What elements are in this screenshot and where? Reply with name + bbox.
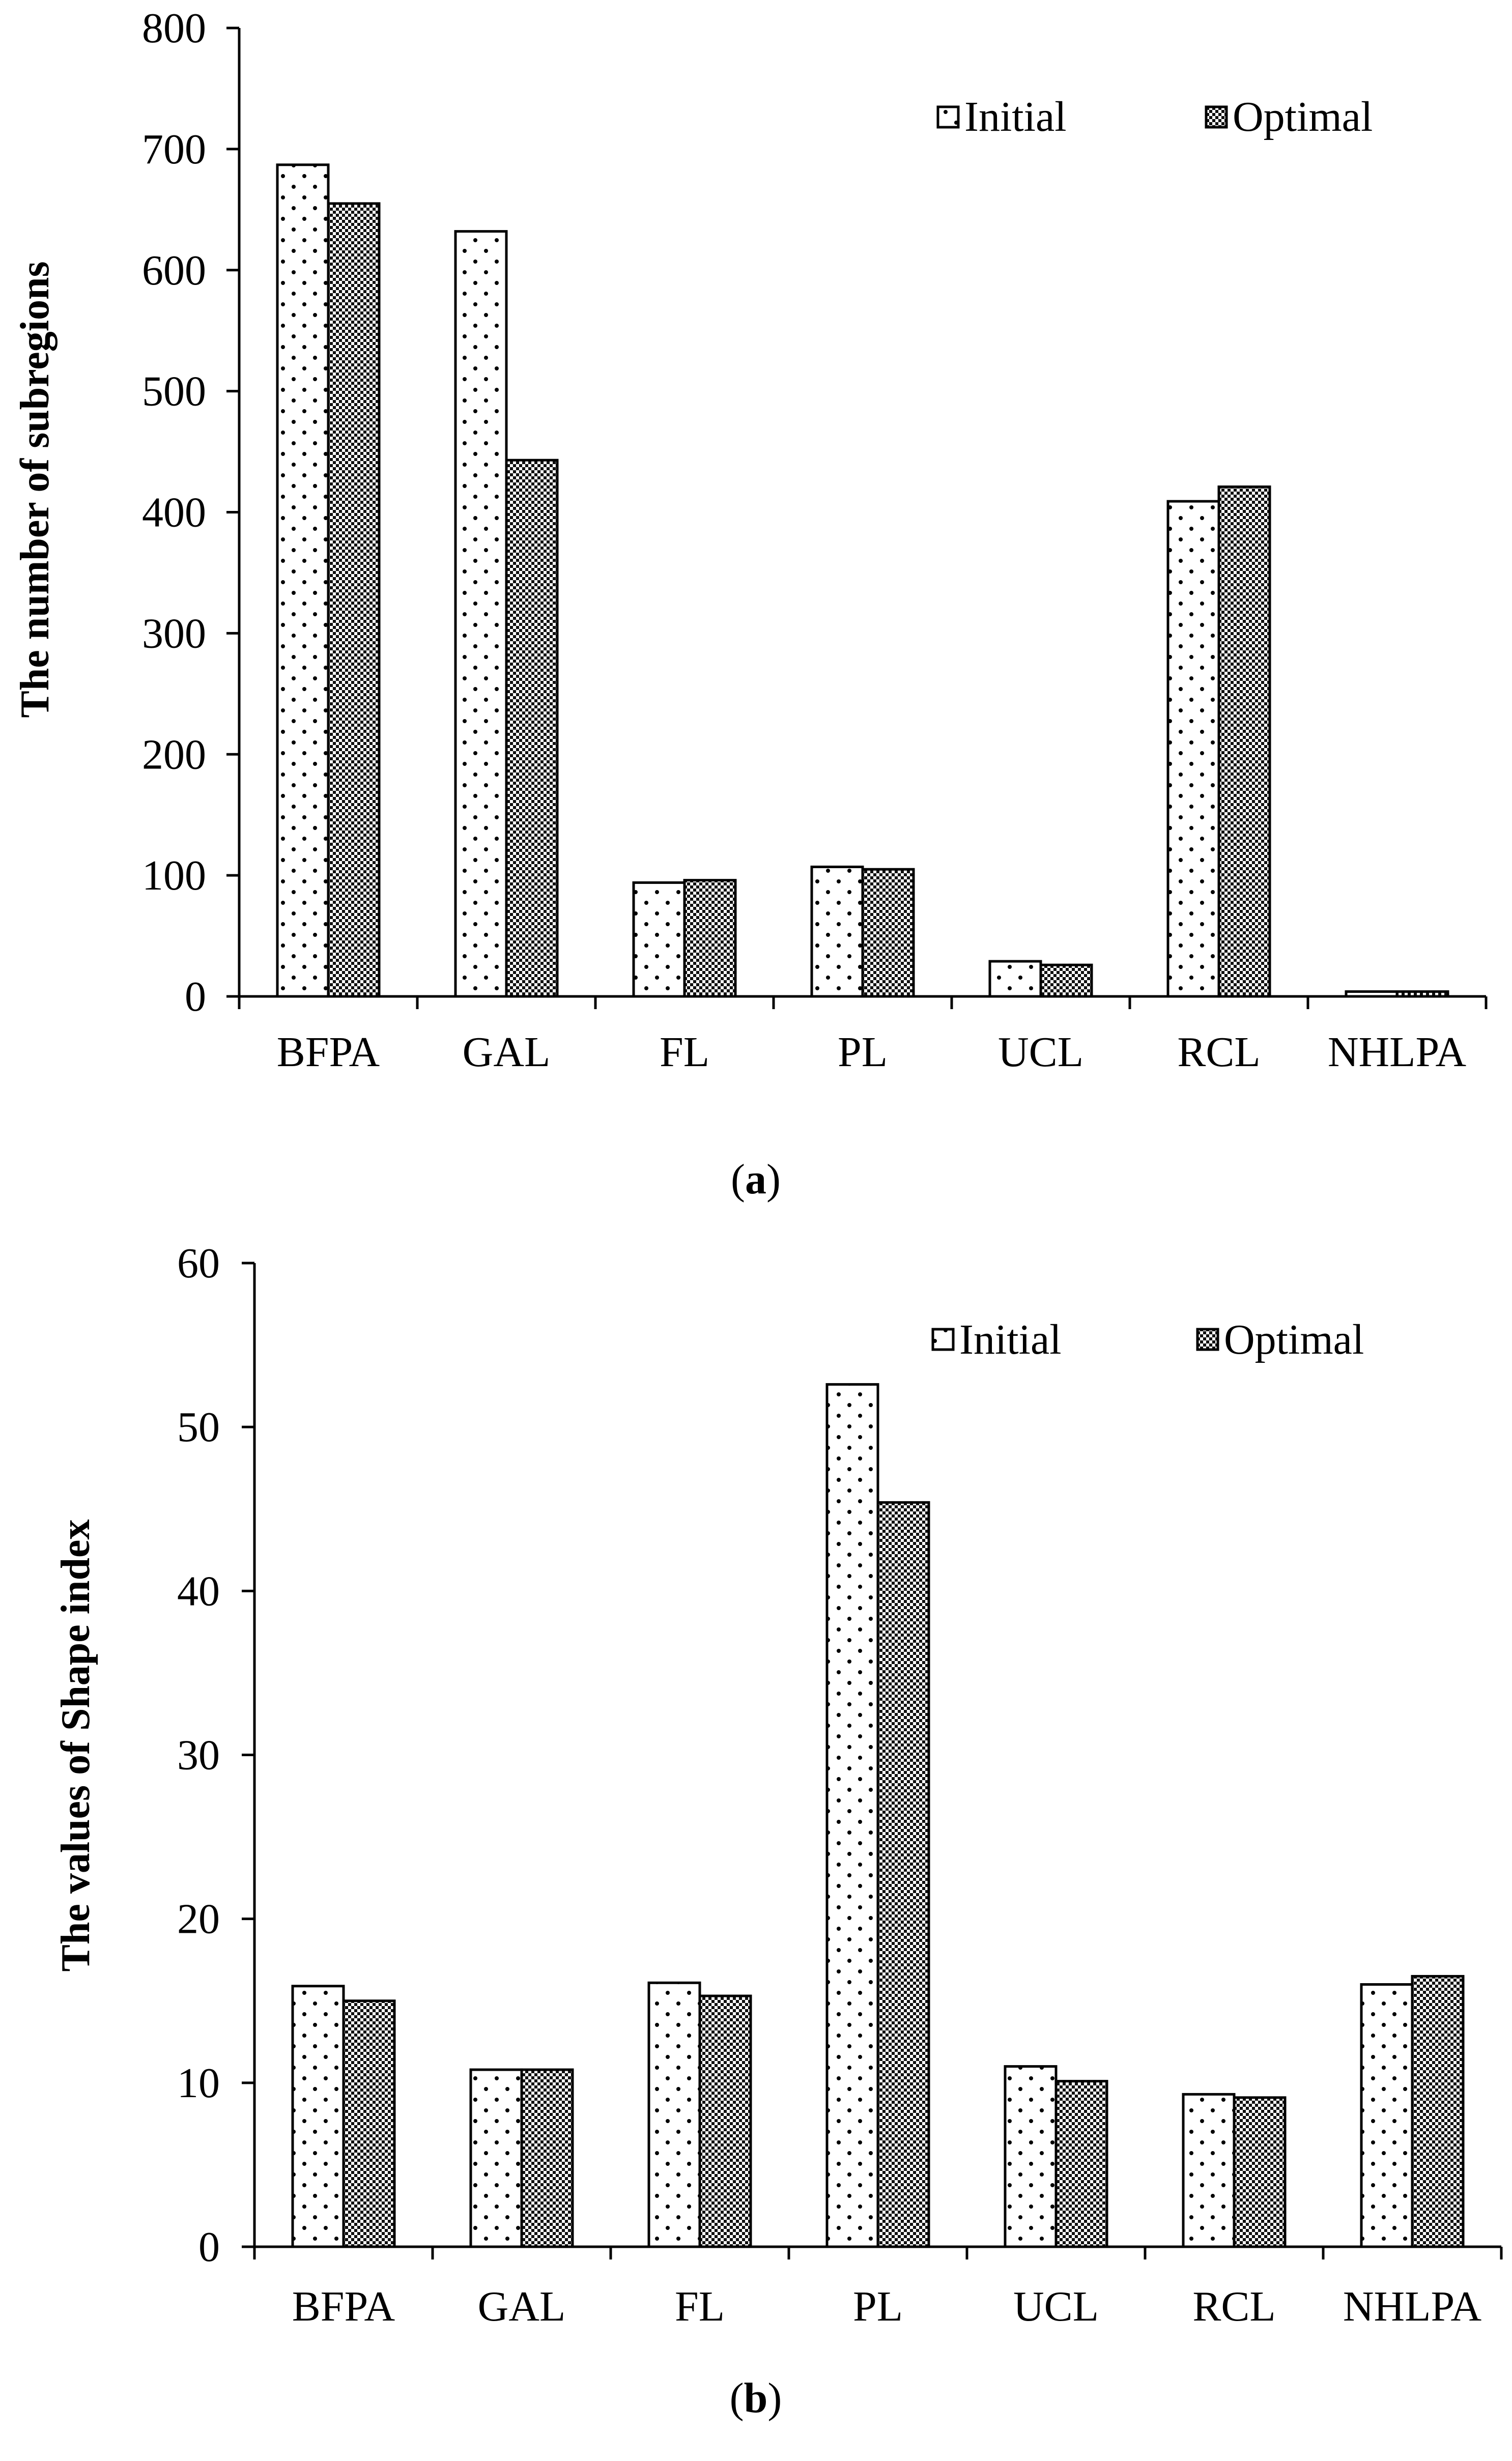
panel-label-a: (a) — [731, 1156, 781, 1203]
chart-panel-a: The number of subregions 0 100 200 300 400 50… — [13, 5, 1488, 1203]
bar-initial-rcl — [1166, 500, 1220, 998]
bar-initial-rcl — [1182, 2093, 1236, 2248]
y-tick-label: 40 — [177, 1567, 220, 1615]
y-tick-label: 10 — [177, 2059, 220, 2107]
x-tick-label: PL — [838, 1028, 888, 1076]
y-tick-label: 20 — [177, 1896, 220, 1943]
x-tick-label: GAL — [463, 1028, 551, 1076]
bar-optimal-ucl — [1054, 2080, 1108, 2248]
y-tick-label: 800 — [142, 5, 206, 52]
bar-optimal-gal — [505, 459, 559, 998]
bar-optimal-fl — [698, 1994, 752, 2248]
panel-label-a-letter: a — [745, 1156, 766, 1203]
y-tick-label: 60 — [177, 1240, 220, 1287]
bar-optimal-bfpa — [342, 1999, 396, 2248]
y-ticks: 0 10 20 30 40 50 60 — [177, 1240, 220, 2271]
x-tick-label: RCL — [1177, 1028, 1260, 1076]
x-tick-label: BFPA — [277, 1028, 380, 1076]
legend-swatch-optimal — [1196, 1328, 1219, 1351]
y-axis-label: The number of subregions — [13, 261, 58, 718]
bars — [276, 163, 1449, 998]
y-tick-label: 0 — [185, 973, 206, 1020]
axes — [242, 1262, 1503, 2259]
panel-label-b: (b) — [730, 2374, 782, 2422]
legend: Initial Optimal — [931, 1316, 1364, 1363]
x-tick-label: BFPA — [292, 2283, 395, 2330]
x-tick-label: UCL — [998, 1028, 1083, 1076]
bar-initial-ucl — [1004, 2065, 1058, 2248]
x-tick-label: PL — [853, 2283, 903, 2330]
bar-optimal-bfpa — [327, 202, 381, 998]
x-tick-labels: BFPA GAL FL PL UCL RCL NHLPA — [292, 2283, 1482, 2330]
y-tick-label: 50 — [177, 1404, 220, 1451]
y-tick-label: 600 — [142, 247, 206, 294]
x-tick-label: GAL — [478, 2283, 566, 2330]
bars — [291, 1383, 1465, 2248]
x-tick-label: NHLPA — [1343, 2283, 1482, 2330]
y-ticks: 0 100 200 300 400 500 600 700 800 — [142, 5, 206, 1020]
legend: Initial Optimal — [936, 93, 1373, 140]
y-tick-label: 400 — [142, 489, 206, 536]
y-tick-label: 200 — [142, 731, 206, 778]
bar-optimal-rcl — [1233, 2096, 1287, 2248]
x-tick-label: FL — [660, 1028, 709, 1076]
bar-initial-ucl — [988, 960, 1042, 998]
bar-initial-bfpa — [291, 1985, 345, 2248]
x-tick-label: UCL — [1013, 2283, 1099, 2330]
legend-label-initial: Initial — [959, 1316, 1062, 1363]
bar-initial-gal — [469, 2068, 523, 2248]
bar-initial-gal — [454, 230, 508, 998]
bar-optimal-gal — [520, 2068, 574, 2248]
legend-label-initial: Initial — [964, 93, 1067, 140]
bar-initial-bfpa — [276, 163, 330, 998]
bar-initial-fl — [632, 881, 686, 998]
bar-optimal-nhlpa — [1411, 1974, 1465, 2248]
bar-optimal-ucl — [1039, 963, 1093, 998]
x-tick-label: FL — [675, 2283, 725, 2330]
y-tick-label: 30 — [177, 1732, 220, 1779]
bar-optimal-rcl — [1217, 485, 1271, 998]
axes — [226, 26, 1488, 1009]
y-tick-label: 300 — [142, 610, 206, 657]
legend-swatch-optimal — [1205, 105, 1228, 129]
y-tick-label: 0 — [198, 2223, 220, 2271]
bar-initial-nhlpa — [1360, 1983, 1414, 2248]
chart-panel-b: The values of Shape index 0102030405060 … — [53, 1240, 1503, 2422]
y-tick-label: 100 — [142, 852, 206, 899]
legend-label-optimal: Optimal — [1233, 93, 1373, 140]
x-tick-label: RCL — [1192, 2283, 1275, 2330]
bar-initial-fl — [647, 1981, 701, 2248]
legend-label-optimal: Optimal — [1224, 1316, 1364, 1363]
bar-optimal-fl — [683, 879, 737, 998]
legend-swatch-initial — [936, 105, 960, 129]
x-tick-labels: BFPA GAL FL PL UCL RCL NHLPA — [277, 1028, 1467, 1076]
legend-swatch-initial — [931, 1328, 955, 1351]
x-tick-label: NHLPA — [1328, 1028, 1467, 1076]
bar-initial-pl — [810, 865, 864, 998]
panel-label-b-letter: b — [744, 2374, 768, 2422]
y-tick-label: 700 — [142, 126, 206, 173]
bar-initial-pl — [825, 1383, 879, 2248]
bar-optimal-pl — [861, 868, 915, 998]
bar-optimal-pl — [876, 1501, 930, 2248]
y-tick-label: 500 — [142, 368, 206, 415]
y-axis-label: The values of Shape index — [53, 1519, 98, 1971]
